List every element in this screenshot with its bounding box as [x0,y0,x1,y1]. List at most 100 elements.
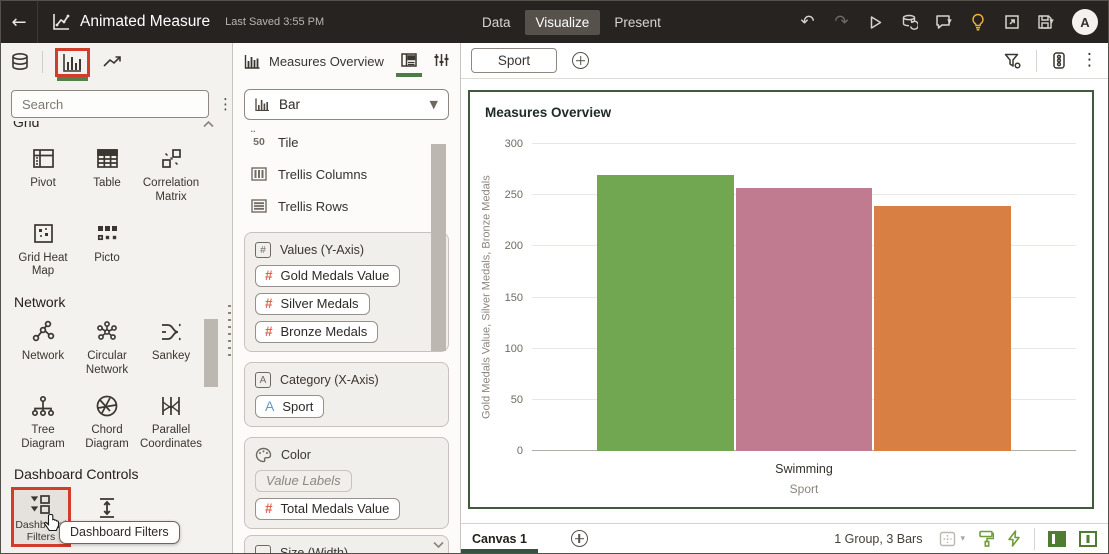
viz-item-label: Circular Network [85,350,129,376]
bar-chart-visualization[interactable]: Measures Overview Gold Medals Value, Sil… [468,90,1094,509]
refresh-data-icon[interactable] [896,9,923,36]
tab-data[interactable]: Data [482,14,511,30]
pill-gold-medals-value[interactable]: # Gold Medals Value [255,265,401,287]
group-header: ↔ Size (Width) [255,542,438,553]
viz-item-circular-network[interactable]: Circular Network [75,310,139,384]
group-label: Values (Y-Axis) [280,243,365,257]
pivot-icon [32,149,54,168]
auto-apply-lightning-icon[interactable] [1007,530,1021,547]
sidebar-scrollbar-thumb[interactable] [204,319,218,387]
pill-bronze-medals[interactable]: # Bronze Medals [255,321,379,343]
chevron-up-icon[interactable] [203,121,214,128]
viz-item-table[interactable]: Table [75,136,139,211]
canvas-menu-kebab-icon[interactable]: ⋮ [1081,50,1098,70]
add-filter-icon[interactable] [572,52,589,69]
viz-item-label: Tree Diagram [21,423,65,450]
tab-properties-icon[interactable] [434,53,449,69]
insights-lightbulb-icon[interactable] [964,9,991,36]
chevron-down-icon[interactable]: ▾ [960,533,965,544]
viz-item-pivot[interactable]: Pivot [11,136,75,211]
y-tick-label: 0 [516,445,523,457]
pill-sport[interactable]: A Sport [255,395,325,418]
drop-target-trellis-columns[interactable]: Trellis Columns [242,158,451,190]
drop-target-tile[interactable]: 50 Tile [242,126,451,158]
chevron-down-icon[interactable] [433,541,444,548]
section-grid-label: Grid [13,121,40,130]
main-area: ⋮ Grid Pivot [1,43,1108,553]
tab-canvas-1[interactable]: Canvas 1 [461,524,543,553]
pill-label: Sport [282,398,314,414]
viz-item-tree-diagram[interactable]: Tree Diagram [11,384,75,458]
viz-item-correlation-matrix[interactable]: Correlation Matrix [139,136,203,211]
toggle-left-panel-icon[interactable] [1048,530,1066,547]
tab-present[interactable]: Present [614,14,661,30]
bar-chart-icon [255,98,269,111]
bar-bronze-medals[interactable] [874,206,1011,451]
drop-target-trellis-rows[interactable]: Trellis Rows [242,190,451,222]
divider [1036,49,1037,72]
viz-item-grid-heat-map[interactable]: Grid Heat Map [11,211,75,286]
x-tick-label: Swimming [775,462,833,476]
color-palette-icon [255,447,272,463]
bar-gold-medals-value[interactable] [597,174,734,451]
search-options-kebab-icon[interactable]: ⋮ [218,94,233,113]
undo-icon[interactable]: ↶ [800,12,815,32]
viz-item-network[interactable]: Network [11,310,75,384]
viz-item-parallel-coordinates[interactable]: Parallel Coordinates [139,384,203,458]
save-icon[interactable]: ▾ [1032,9,1059,36]
tab-visualize[interactable]: Visualize [524,9,601,35]
comments-caret-icon[interactable]: ▾ [947,17,952,27]
bar-silver-medals[interactable] [735,188,873,451]
search-input[interactable] [11,90,209,118]
visualizations-panel-tab-icon[interactable] [62,53,83,72]
grammar-rows: 50 Tile Trellis Columns Trellis Rows [242,126,451,222]
avatar[interactable]: A [1072,9,1098,35]
panel-resize-handle[interactable] [228,305,231,361]
viz-type-dropdown[interactable]: Bar ▼ [244,89,449,120]
analytics-panel-tab-icon[interactable] [102,55,122,69]
picto-icon [97,225,117,240]
visualization-sidebar: ⋮ Grid Pivot [1,43,233,553]
viz-type-value: Bar [279,97,301,112]
conditional-formatting-icon[interactable] [1052,52,1066,69]
grammar-panel-tabs [396,53,449,77]
open-in-new-window-icon[interactable] [998,9,1025,36]
viz-item-label: Chord Diagram [85,423,129,450]
color-placeholder-pill[interactable]: Value Labels [255,470,352,492]
viz-item-label: Grid Heat Map [18,251,68,278]
parallel-coordinates-icon [162,396,180,415]
viz-item-chord-diagram[interactable]: Chord Diagram [75,384,139,458]
group-color: Color Value Labels # Total Medals Value [244,437,449,529]
pill-total-medals-value[interactable]: # Total Medals Value [255,498,401,520]
back-button[interactable]: ← [11,11,27,33]
add-canvas-icon[interactable] [570,530,588,547]
gridline [532,143,1076,144]
filter-icon[interactable] [1004,53,1021,69]
pill-label: Silver Medals [280,296,359,311]
canvas-style-brush-icon[interactable] [978,530,994,547]
drop-target-label: Tile [278,134,299,150]
plot-area: 0 50 100 150 200 250 300 [505,138,1076,457]
grammar-scrollbar-thumb[interactable] [431,144,446,351]
toggle-right-panel-icon[interactable] [1079,530,1097,547]
viz-item-sankey[interactable]: Sankey [139,310,203,384]
tab-grammar-icon[interactable] [396,53,422,77]
comments-icon[interactable]: ▾ [930,9,957,36]
play-icon[interactable] [862,9,889,36]
data-panel-tab-icon[interactable] [10,52,30,72]
viz-item-picto[interactable]: Picto [75,211,139,286]
group-label: Size (Width) [280,546,349,553]
save-caret-icon[interactable]: ▾ [1049,17,1054,27]
pill-silver-medals[interactable]: # Silver Medals [255,293,370,315]
x-axis-title: Sport [789,482,819,496]
auto-layout-icon[interactable]: ▾ [939,531,965,547]
visualization-palette: Pivot Table Correlation Matrix [1,134,232,553]
y-tick-label: 250 [504,189,523,202]
filter-bar-actions: ⋮ [1004,49,1098,72]
grammar-panel-header: Measures Overview [233,43,460,79]
redo-icon[interactable]: ↷ [834,12,849,32]
filter-chip-sport[interactable]: Sport [471,48,557,73]
status-text: 1 Group, 3 Bars [834,531,923,546]
viz-item-dashboard-filters[interactable]: Dashboard Filters [11,487,71,548]
y-tick-label: 300 [504,138,523,150]
